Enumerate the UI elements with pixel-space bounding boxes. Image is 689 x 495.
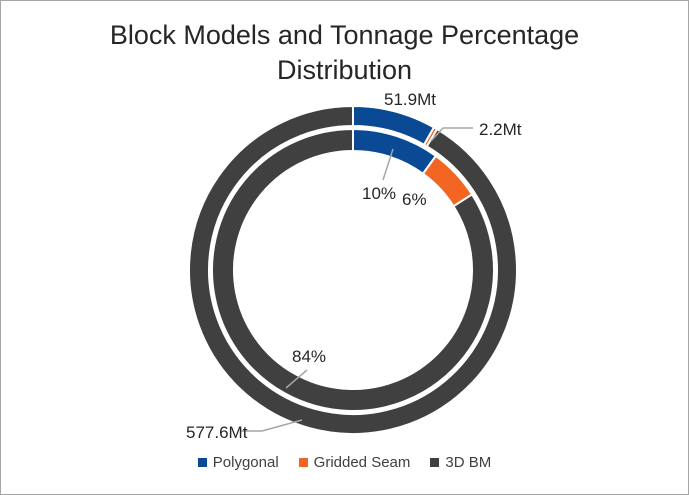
- legend-item-gridded-seam: Gridded Seam: [298, 454, 411, 471]
- legend-label-polygonal: Polygonal: [212, 454, 279, 471]
- legend-item-3d-bm: 3D BM: [430, 454, 491, 471]
- chart-title-line-1: Block Models and Tonnage Percentage: [109, 20, 580, 50]
- outer-ring-label-gridded-seam-leader-line: [430, 127, 473, 142]
- inner-ring-label-polygonal: 10%: [362, 184, 396, 203]
- chart-legend: Polygonal Gridded Seam 3D BM: [0, 454, 689, 471]
- legend-swatch-gridded-seam: [298, 458, 308, 467]
- outer-ring-label-3d-bm: 577.6Mt: [186, 423, 248, 442]
- legend-swatch-polygonal: [197, 458, 207, 467]
- legend-label-gridded-seam: Gridded Seam: [313, 454, 411, 471]
- legend-swatch-3d-bm: [430, 458, 440, 467]
- outer-ring-label-3d-bm-leader-line: [240, 419, 303, 432]
- inner-ring-label-gridded-seam: 6%: [402, 190, 427, 209]
- legend-label-3d-bm: 3D BM: [445, 454, 492, 471]
- inner-ring-slice-3d-bm: [211, 127, 495, 412]
- outer-ring-label-polygonal: 51.9Mt: [384, 90, 436, 109]
- chart-title-line-2: Distribution: [276, 55, 413, 85]
- outer-ring-slice-3d-bm: [188, 104, 518, 435]
- outer-ring-label-gridded-seam: 2.2Mt: [479, 120, 522, 139]
- chart-title: Block Models and Tonnage Percentage Dist…: [0, 18, 689, 88]
- inner-ring-label-3d-bm: 84%: [292, 347, 326, 366]
- legend-item-polygonal: Polygonal: [197, 454, 279, 471]
- inner-ring-label-polygonal-leader-line: [382, 148, 394, 181]
- inner-ring-label-3d-bm-leader-line: [285, 369, 308, 389]
